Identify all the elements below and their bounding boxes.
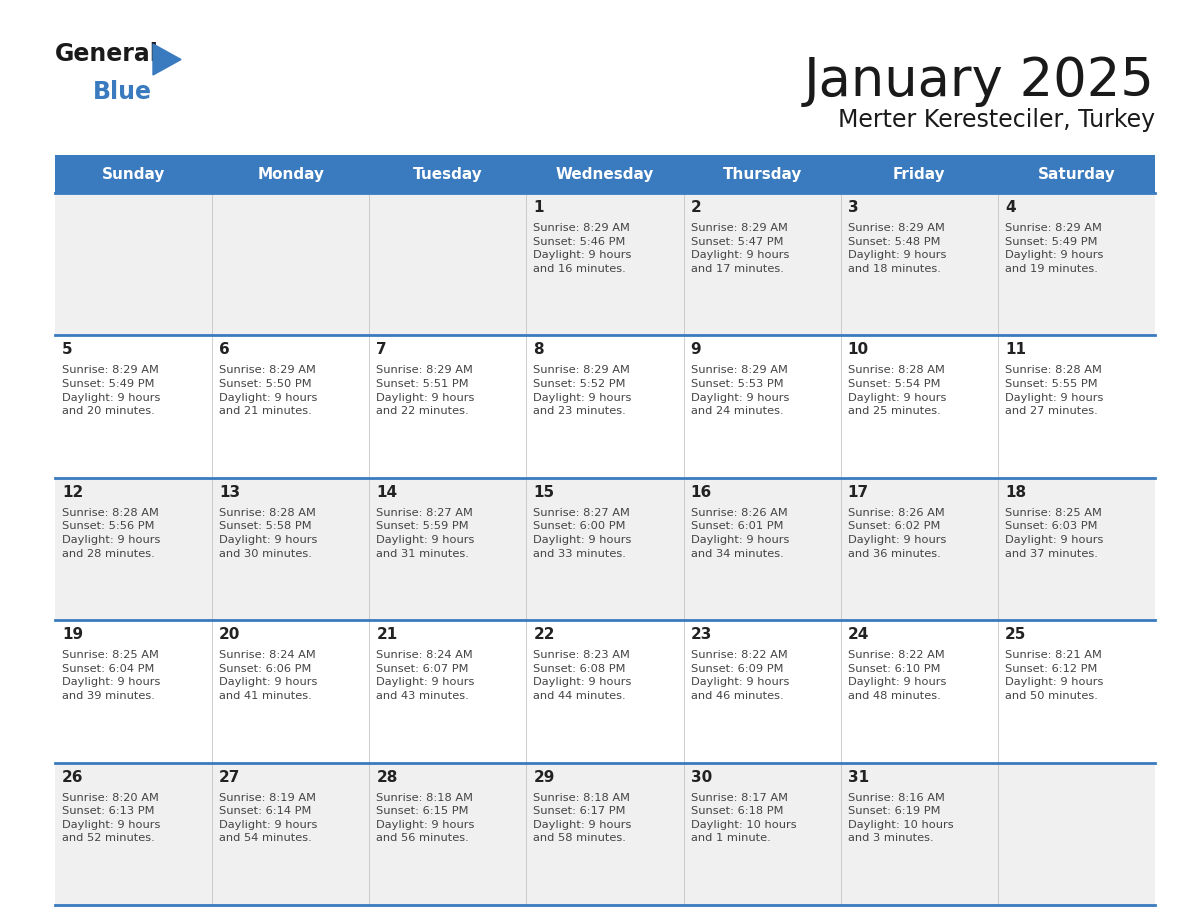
Text: 1: 1 [533, 200, 544, 215]
Text: 9: 9 [690, 342, 701, 357]
Text: 2: 2 [690, 200, 701, 215]
Text: 20: 20 [219, 627, 240, 643]
Polygon shape [153, 44, 181, 75]
Text: 19: 19 [62, 627, 83, 643]
Text: Sunrise: 8:29 AM
Sunset: 5:46 PM
Daylight: 9 hours
and 16 minutes.: Sunrise: 8:29 AM Sunset: 5:46 PM Dayligh… [533, 223, 632, 274]
Text: 8: 8 [533, 342, 544, 357]
Text: Sunrise: 8:29 AM
Sunset: 5:49 PM
Daylight: 9 hours
and 19 minutes.: Sunrise: 8:29 AM Sunset: 5:49 PM Dayligh… [1005, 223, 1104, 274]
Text: Sunrise: 8:21 AM
Sunset: 6:12 PM
Daylight: 9 hours
and 50 minutes.: Sunrise: 8:21 AM Sunset: 6:12 PM Dayligh… [1005, 650, 1104, 701]
Text: 21: 21 [377, 627, 398, 643]
Text: Sunrise: 8:29 AM
Sunset: 5:50 PM
Daylight: 9 hours
and 21 minutes.: Sunrise: 8:29 AM Sunset: 5:50 PM Dayligh… [219, 365, 317, 416]
Text: Sunrise: 8:16 AM
Sunset: 6:19 PM
Daylight: 10 hours
and 3 minutes.: Sunrise: 8:16 AM Sunset: 6:19 PM Dayligh… [848, 792, 953, 844]
Text: 14: 14 [377, 485, 398, 499]
Text: Sunrise: 8:28 AM
Sunset: 5:56 PM
Daylight: 9 hours
and 28 minutes.: Sunrise: 8:28 AM Sunset: 5:56 PM Dayligh… [62, 508, 160, 558]
Bar [55, 335, 1155, 477]
Text: Sunrise: 8:27 AM
Sunset: 6:00 PM
Daylight: 9 hours
and 33 minutes.: Sunrise: 8:27 AM Sunset: 6:00 PM Dayligh… [533, 508, 632, 558]
Text: Sunrise: 8:20 AM
Sunset: 6:13 PM
Daylight: 9 hours
and 52 minutes.: Sunrise: 8:20 AM Sunset: 6:13 PM Dayligh… [62, 792, 160, 844]
Text: 29: 29 [533, 769, 555, 785]
Text: 23: 23 [690, 627, 712, 643]
Text: Sunrise: 8:28 AM
Sunset: 5:54 PM
Daylight: 9 hours
and 25 minutes.: Sunrise: 8:28 AM Sunset: 5:54 PM Dayligh… [848, 365, 946, 416]
Text: 15: 15 [533, 485, 555, 499]
Text: 6: 6 [219, 342, 230, 357]
Text: Friday: Friday [893, 166, 946, 182]
Text: 24: 24 [848, 627, 870, 643]
Text: 3: 3 [848, 200, 859, 215]
Text: Sunrise: 8:23 AM
Sunset: 6:08 PM
Daylight: 9 hours
and 44 minutes.: Sunrise: 8:23 AM Sunset: 6:08 PM Dayligh… [533, 650, 632, 701]
Text: 17: 17 [848, 485, 868, 499]
Text: 22: 22 [533, 627, 555, 643]
Text: Monday: Monday [258, 166, 324, 182]
Text: Sunrise: 8:28 AM
Sunset: 5:55 PM
Daylight: 9 hours
and 27 minutes.: Sunrise: 8:28 AM Sunset: 5:55 PM Dayligh… [1005, 365, 1104, 416]
Text: Sunday: Sunday [102, 166, 165, 182]
Text: Sunrise: 8:18 AM
Sunset: 6:17 PM
Daylight: 9 hours
and 58 minutes.: Sunrise: 8:18 AM Sunset: 6:17 PM Dayligh… [533, 792, 632, 844]
Text: Sunrise: 8:29 AM
Sunset: 5:51 PM
Daylight: 9 hours
and 22 minutes.: Sunrise: 8:29 AM Sunset: 5:51 PM Dayligh… [377, 365, 475, 416]
Text: Sunrise: 8:19 AM
Sunset: 6:14 PM
Daylight: 9 hours
and 54 minutes.: Sunrise: 8:19 AM Sunset: 6:14 PM Dayligh… [219, 792, 317, 844]
Text: Sunrise: 8:24 AM
Sunset: 6:06 PM
Daylight: 9 hours
and 41 minutes.: Sunrise: 8:24 AM Sunset: 6:06 PM Dayligh… [219, 650, 317, 701]
Text: Sunrise: 8:22 AM
Sunset: 6:10 PM
Daylight: 9 hours
and 48 minutes.: Sunrise: 8:22 AM Sunset: 6:10 PM Dayligh… [848, 650, 946, 701]
Bar [55, 763, 1155, 905]
Text: Merter Keresteciler, Turkey: Merter Keresteciler, Turkey [838, 108, 1155, 132]
Text: Sunrise: 8:22 AM
Sunset: 6:09 PM
Daylight: 9 hours
and 46 minutes.: Sunrise: 8:22 AM Sunset: 6:09 PM Dayligh… [690, 650, 789, 701]
Text: 25: 25 [1005, 627, 1026, 643]
Text: Sunrise: 8:29 AM
Sunset: 5:49 PM
Daylight: 9 hours
and 20 minutes.: Sunrise: 8:29 AM Sunset: 5:49 PM Dayligh… [62, 365, 160, 416]
Text: General: General [55, 42, 159, 66]
Text: Sunrise: 8:29 AM
Sunset: 5:47 PM
Daylight: 9 hours
and 17 minutes.: Sunrise: 8:29 AM Sunset: 5:47 PM Dayligh… [690, 223, 789, 274]
Text: Sunrise: 8:29 AM
Sunset: 5:52 PM
Daylight: 9 hours
and 23 minutes.: Sunrise: 8:29 AM Sunset: 5:52 PM Dayligh… [533, 365, 632, 416]
Text: Thursday: Thursday [722, 166, 802, 182]
Text: Sunrise: 8:26 AM
Sunset: 6:02 PM
Daylight: 9 hours
and 36 minutes.: Sunrise: 8:26 AM Sunset: 6:02 PM Dayligh… [848, 508, 946, 558]
Text: Sunrise: 8:29 AM
Sunset: 5:48 PM
Daylight: 9 hours
and 18 minutes.: Sunrise: 8:29 AM Sunset: 5:48 PM Dayligh… [848, 223, 946, 274]
Text: Saturday: Saturday [1037, 166, 1116, 182]
Text: 18: 18 [1005, 485, 1026, 499]
Text: Blue: Blue [93, 80, 152, 104]
Text: 26: 26 [62, 769, 83, 785]
Text: Sunrise: 8:28 AM
Sunset: 5:58 PM
Daylight: 9 hours
and 30 minutes.: Sunrise: 8:28 AM Sunset: 5:58 PM Dayligh… [219, 508, 317, 558]
Text: 7: 7 [377, 342, 387, 357]
Text: 10: 10 [848, 342, 868, 357]
Bar [55, 155, 1155, 193]
Text: Sunrise: 8:17 AM
Sunset: 6:18 PM
Daylight: 10 hours
and 1 minute.: Sunrise: 8:17 AM Sunset: 6:18 PM Dayligh… [690, 792, 796, 844]
Text: 11: 11 [1005, 342, 1026, 357]
Text: Sunrise: 8:18 AM
Sunset: 6:15 PM
Daylight: 9 hours
and 56 minutes.: Sunrise: 8:18 AM Sunset: 6:15 PM Dayligh… [377, 792, 475, 844]
Text: Tuesday: Tuesday [413, 166, 482, 182]
Text: Sunrise: 8:25 AM
Sunset: 6:03 PM
Daylight: 9 hours
and 37 minutes.: Sunrise: 8:25 AM Sunset: 6:03 PM Dayligh… [1005, 508, 1104, 558]
Text: 13: 13 [219, 485, 240, 499]
Text: Sunrise: 8:27 AM
Sunset: 5:59 PM
Daylight: 9 hours
and 31 minutes.: Sunrise: 8:27 AM Sunset: 5:59 PM Dayligh… [377, 508, 475, 558]
Text: 27: 27 [219, 769, 240, 785]
Bar [55, 193, 1155, 335]
Text: 31: 31 [848, 769, 868, 785]
Text: January 2025: January 2025 [804, 55, 1155, 107]
Text: 16: 16 [690, 485, 712, 499]
Text: Sunrise: 8:26 AM
Sunset: 6:01 PM
Daylight: 9 hours
and 34 minutes.: Sunrise: 8:26 AM Sunset: 6:01 PM Dayligh… [690, 508, 789, 558]
Text: Sunrise: 8:25 AM
Sunset: 6:04 PM
Daylight: 9 hours
and 39 minutes.: Sunrise: 8:25 AM Sunset: 6:04 PM Dayligh… [62, 650, 160, 701]
Text: Sunrise: 8:29 AM
Sunset: 5:53 PM
Daylight: 9 hours
and 24 minutes.: Sunrise: 8:29 AM Sunset: 5:53 PM Dayligh… [690, 365, 789, 416]
Text: 30: 30 [690, 769, 712, 785]
Text: Sunrise: 8:24 AM
Sunset: 6:07 PM
Daylight: 9 hours
and 43 minutes.: Sunrise: 8:24 AM Sunset: 6:07 PM Dayligh… [377, 650, 475, 701]
Bar [55, 477, 1155, 621]
Text: Wednesday: Wednesday [556, 166, 655, 182]
Text: 28: 28 [377, 769, 398, 785]
Text: 12: 12 [62, 485, 83, 499]
Text: 4: 4 [1005, 200, 1016, 215]
Text: 5: 5 [62, 342, 72, 357]
Bar [55, 621, 1155, 763]
